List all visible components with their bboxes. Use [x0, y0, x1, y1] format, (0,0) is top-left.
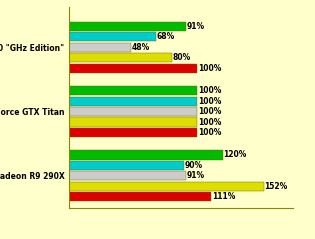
- Text: 68%: 68%: [157, 32, 175, 41]
- Bar: [69, 22, 186, 31]
- Bar: [69, 64, 197, 73]
- Text: 100%: 100%: [198, 128, 221, 137]
- Text: 111%: 111%: [212, 192, 235, 201]
- Text: 152%: 152%: [264, 182, 288, 191]
- Bar: [69, 171, 186, 180]
- Text: 91%: 91%: [186, 22, 204, 31]
- Bar: [69, 53, 172, 62]
- Text: 100%: 100%: [198, 118, 221, 126]
- Text: 48%: 48%: [131, 43, 150, 52]
- Text: 91%: 91%: [186, 171, 204, 180]
- Bar: [69, 161, 184, 170]
- Text: 100%: 100%: [198, 97, 221, 106]
- Bar: [69, 43, 131, 52]
- Text: 80%: 80%: [172, 53, 191, 62]
- Bar: [69, 182, 264, 191]
- Text: 120%: 120%: [223, 150, 247, 159]
- Bar: [69, 97, 197, 106]
- Bar: [69, 32, 156, 42]
- Text: 100%: 100%: [198, 107, 221, 116]
- Bar: [69, 192, 211, 201]
- Bar: [69, 128, 197, 137]
- Text: 100%: 100%: [198, 86, 221, 95]
- Text: 100%: 100%: [198, 64, 221, 73]
- Bar: [69, 86, 197, 95]
- Bar: [69, 107, 197, 116]
- Text: 90%: 90%: [185, 161, 203, 170]
- Bar: [69, 117, 197, 127]
- Bar: [69, 150, 223, 159]
